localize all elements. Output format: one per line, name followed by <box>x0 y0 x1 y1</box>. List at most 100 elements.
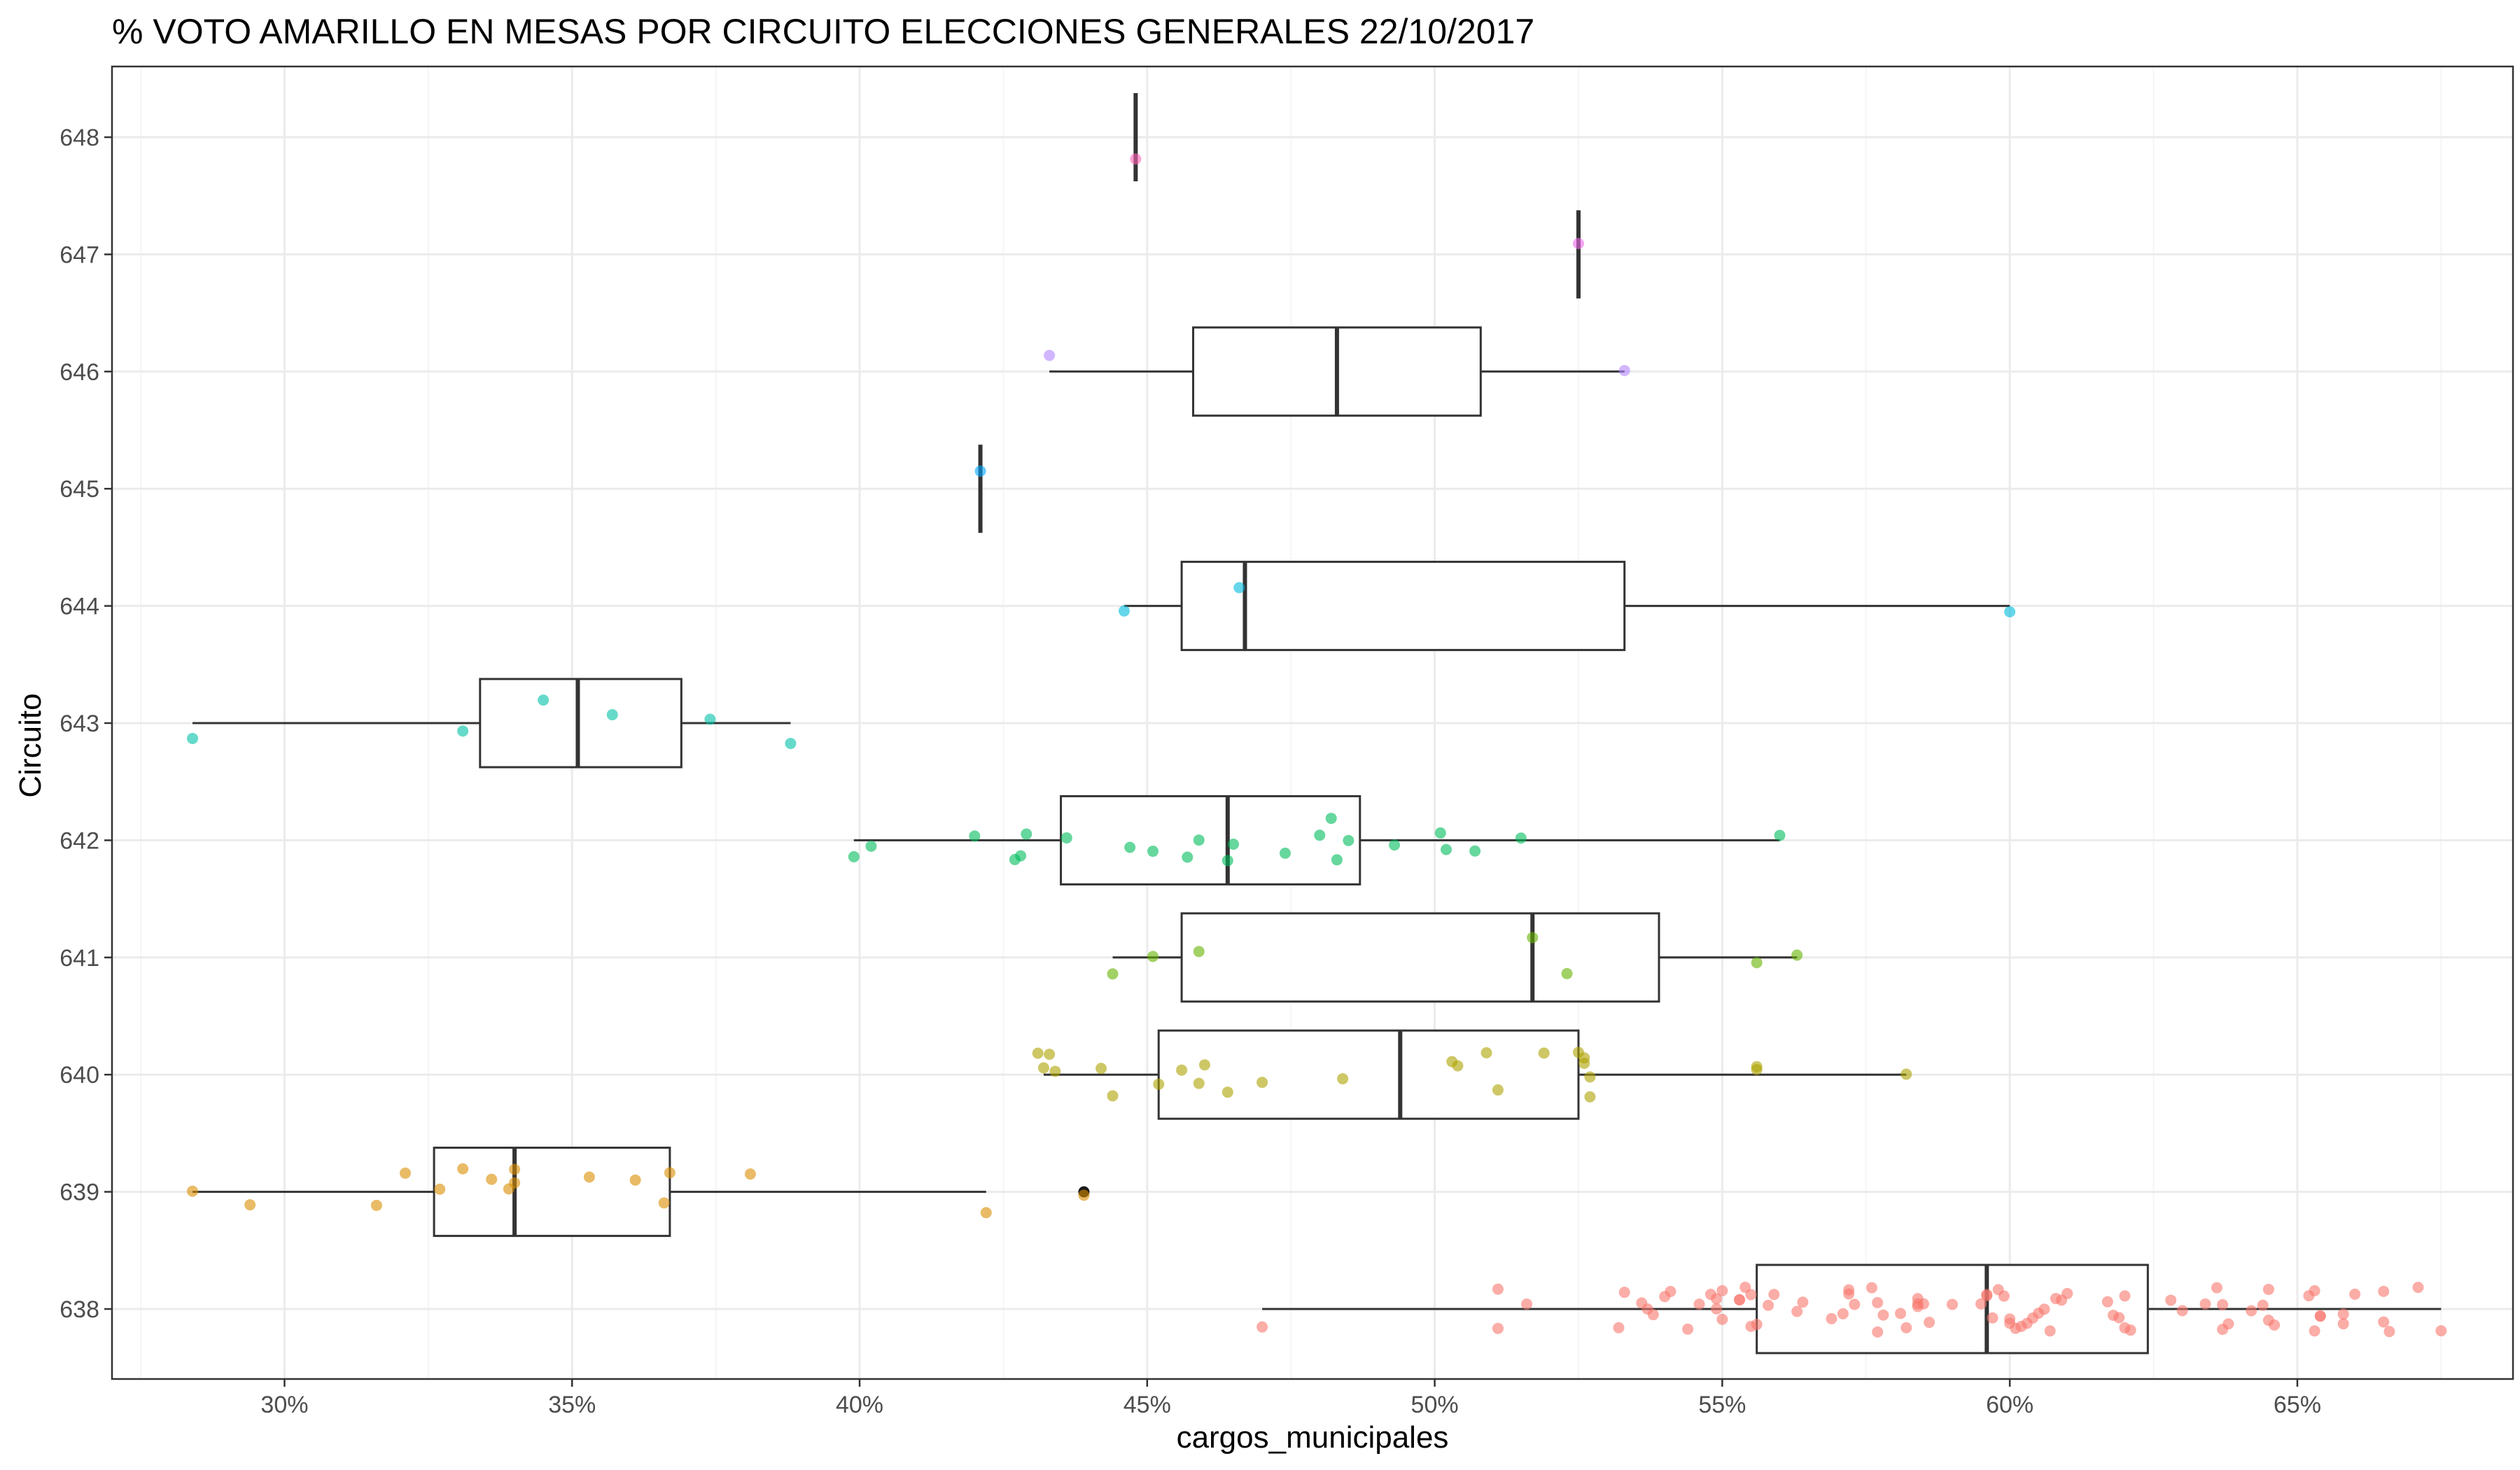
boxplot-643 <box>192 678 791 769</box>
data-point-640 <box>1584 1091 1596 1102</box>
data-point-639 <box>509 1177 521 1189</box>
y-tick-label: 643 <box>59 710 99 737</box>
data-point-638 <box>2113 1312 2125 1324</box>
data-point-638 <box>2349 1288 2361 1300</box>
boxplot-641 <box>1112 912 1798 1003</box>
data-point-638 <box>1797 1296 1809 1308</box>
data-point-638 <box>1895 1308 1907 1320</box>
data-point-639 <box>980 1207 992 1219</box>
data-point-638 <box>1716 1313 1728 1325</box>
data-point-640 <box>1256 1077 1268 1088</box>
data-point-640 <box>1578 1057 1590 1069</box>
data-point-639 <box>187 1185 199 1197</box>
data-point-638 <box>1665 1285 1676 1297</box>
data-point-642 <box>1147 846 1159 858</box>
box-body <box>433 1147 671 1238</box>
data-point-640 <box>1492 1084 1504 1096</box>
data-point-638 <box>2269 1319 2281 1331</box>
data-point-638 <box>2101 1296 2113 1308</box>
data-point-643 <box>187 732 199 744</box>
y-tick-label: 644 <box>59 594 99 620</box>
data-point-640 <box>1176 1064 1188 1076</box>
data-point-642 <box>1515 832 1527 844</box>
data-point-644 <box>1118 605 1130 617</box>
data-point-640 <box>1153 1078 1165 1090</box>
data-point-638 <box>2038 1303 2050 1315</box>
data-point-642 <box>1469 845 1481 857</box>
data-point-641 <box>1527 932 1539 944</box>
x-tick-label: 35% <box>548 1392 596 1418</box>
data-point-638 <box>1981 1289 1993 1301</box>
data-point-642 <box>1331 854 1343 866</box>
x-tick-label: 45% <box>1124 1392 1171 1418</box>
y-tick-label: 640 <box>59 1062 99 1088</box>
data-point-645 <box>974 465 986 477</box>
data-point-642 <box>1343 834 1354 846</box>
data-point-644 <box>2004 606 2016 617</box>
data-point-639 <box>664 1167 676 1179</box>
data-point-640 <box>1198 1059 1210 1071</box>
data-point-642 <box>1774 830 1786 841</box>
data-point-642 <box>1193 834 1205 846</box>
data-point-641 <box>1751 957 1763 969</box>
data-point-640 <box>1480 1046 1492 1058</box>
data-point-638 <box>2412 1282 2424 1294</box>
data-point-638 <box>1492 1322 1504 1334</box>
y-tick-label: 646 <box>59 359 99 386</box>
data-point-640 <box>1222 1086 1233 1098</box>
data-point-643 <box>785 738 797 750</box>
data-point-638 <box>2257 1299 2269 1311</box>
data-point-638 <box>1613 1322 1625 1334</box>
data-point-642 <box>1279 847 1291 859</box>
data-point-642 <box>1021 828 1032 840</box>
x-axis-title: cargos_municipales <box>1177 1420 1449 1455</box>
chart-title: % VOTO AMARILLO EN MESAS POR CIRCUITO EL… <box>112 12 1534 51</box>
data-point-647 <box>1572 237 1584 249</box>
y-tick-label: 648 <box>59 125 99 151</box>
data-point-638 <box>2262 1283 2274 1295</box>
box-body <box>1157 1029 1580 1120</box>
data-point-640 <box>1337 1073 1349 1085</box>
y-axis: 638 639 640 641 642 643 644 645 646 647 648 <box>59 125 112 1323</box>
data-point-646 <box>1618 365 1630 377</box>
y-tick-label: 639 <box>59 1180 99 1206</box>
data-point-638 <box>1521 1298 1533 1310</box>
data-point-639 <box>434 1183 446 1195</box>
data-point-638 <box>1877 1309 1889 1321</box>
data-point-638 <box>1711 1293 1723 1305</box>
x-tick-label: 30% <box>260 1392 308 1418</box>
data-point-640 <box>1107 1090 1119 1102</box>
y-tick-label: 645 <box>59 476 99 503</box>
data-point-640 <box>1193 1077 1205 1089</box>
data-point-639 <box>744 1168 756 1180</box>
data-point-638 <box>2217 1298 2229 1310</box>
data-point-642 <box>1389 839 1401 851</box>
data-point-638 <box>2044 1325 2056 1337</box>
data-point-638 <box>1256 1321 1268 1333</box>
x-tick-label: 60% <box>1986 1392 2033 1418</box>
data-point-638 <box>1751 1319 1763 1331</box>
data-point-641 <box>1147 951 1159 962</box>
data-point-640 <box>1032 1047 1044 1059</box>
data-point-648 <box>1130 153 1142 165</box>
data-point-638 <box>2309 1325 2320 1337</box>
data-point-638 <box>1872 1296 1884 1308</box>
data-point-639 <box>399 1167 411 1179</box>
data-point-640 <box>1044 1049 1056 1060</box>
x-tick-label: 50% <box>1411 1392 1459 1418</box>
y-tick-label: 641 <box>59 945 99 972</box>
boxplot-640 <box>1043 1029 1907 1120</box>
data-point-638 <box>2384 1326 2395 1338</box>
data-point-642 <box>1325 813 1337 825</box>
data-point-638 <box>1745 1289 1757 1301</box>
boxplot-644 <box>1124 561 2010 652</box>
data-point-638 <box>1693 1298 1705 1310</box>
data-point-638 <box>1763 1299 1774 1311</box>
data-point-638 <box>2165 1294 2177 1306</box>
data-point-639 <box>658 1197 670 1209</box>
y-axis-title: Circuito <box>13 693 48 797</box>
box-body <box>1060 794 1362 886</box>
data-point-642 <box>1124 841 1136 853</box>
